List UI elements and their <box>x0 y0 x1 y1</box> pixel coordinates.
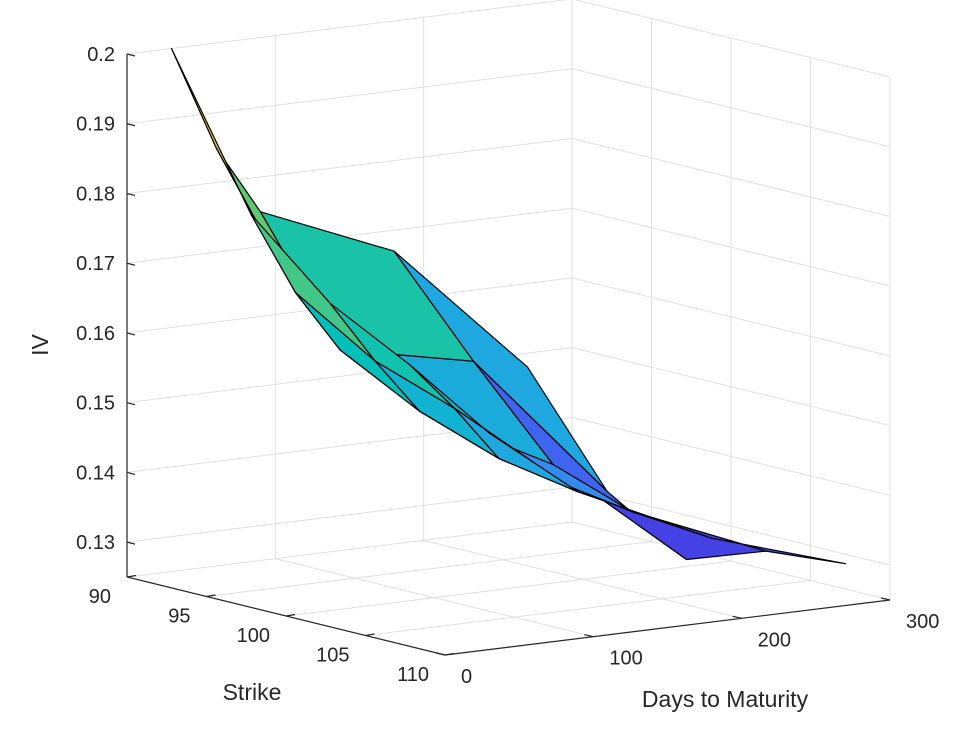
grid-line <box>571 207 891 287</box>
z-tick <box>126 123 136 127</box>
grid-line <box>126 0 568 55</box>
z-tick-label: 0.17 <box>76 253 115 275</box>
z-tick-label: 0.2 <box>87 44 115 66</box>
grid-line <box>571 486 891 566</box>
x-tick <box>880 597 891 601</box>
grid-line <box>126 486 573 543</box>
grid-line <box>126 207 573 264</box>
grid-layer <box>126 0 891 656</box>
grid-line <box>206 541 652 597</box>
y-tick-label: 105 <box>316 645 349 667</box>
x-axis-label: Days to Maturity <box>642 686 809 712</box>
x-tick <box>584 634 594 638</box>
z-tick-label: 0.15 <box>76 393 115 415</box>
axis-layer: 0.13 0.14 0.15 0.16 0.17 0.18 0.19 0.2 90 95 100 10… <box>76 44 939 688</box>
z-axis-label: IV <box>27 333 53 355</box>
x-axis-line <box>444 599 891 656</box>
surface-layer <box>170 47 847 565</box>
z-tick <box>126 53 136 57</box>
grid-line <box>126 137 573 194</box>
y-tick-label: 90 <box>89 586 111 608</box>
z-tick-label: 0.19 <box>76 114 115 136</box>
y-tick <box>285 613 296 617</box>
y-tick <box>126 574 137 578</box>
z-tick <box>126 471 136 475</box>
grid-line <box>571 416 891 496</box>
y-tick <box>206 594 216 598</box>
grid-line <box>571 68 891 148</box>
z-tick <box>126 541 136 545</box>
y-tick-label: 110 <box>397 664 429 686</box>
grid-line <box>365 580 811 636</box>
grid-line <box>126 521 573 578</box>
grid-line <box>285 560 732 617</box>
y-axis-label: Strike <box>223 679 282 705</box>
y-tick-label: 95 <box>168 606 190 628</box>
grid-line <box>571 137 891 217</box>
x-tick <box>435 652 446 656</box>
grid-line <box>573 0 891 78</box>
z-tick <box>126 262 136 266</box>
y-tick <box>444 652 455 656</box>
z-tick-label: 0.18 <box>76 183 115 205</box>
grid-line <box>571 277 891 357</box>
y-tick-label: 100 <box>237 625 270 647</box>
grid-line <box>571 347 891 427</box>
z-tick-label: 0.16 <box>76 323 115 345</box>
z-tick-label: 0.13 <box>76 532 115 554</box>
surface-patch <box>409 364 535 464</box>
z-tick-label: 0.14 <box>76 462 115 484</box>
y-tick <box>365 633 375 637</box>
z-tick <box>126 402 136 406</box>
z-tick <box>126 332 136 336</box>
label-layer: IV Strike Days to Maturity <box>27 333 809 712</box>
x-tick-label: 300 <box>906 611 939 633</box>
x-tick-label: 100 <box>609 648 642 670</box>
x-tick <box>732 615 742 619</box>
x-tick-label: 200 <box>758 629 791 651</box>
z-tick <box>126 192 136 197</box>
x-tick-label: 0 <box>461 666 472 688</box>
